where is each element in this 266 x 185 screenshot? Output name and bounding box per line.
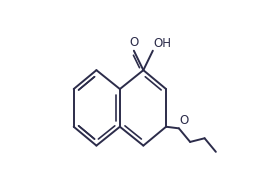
Text: OH: OH — [154, 37, 172, 50]
Text: O: O — [180, 114, 189, 127]
Text: O: O — [129, 36, 139, 49]
